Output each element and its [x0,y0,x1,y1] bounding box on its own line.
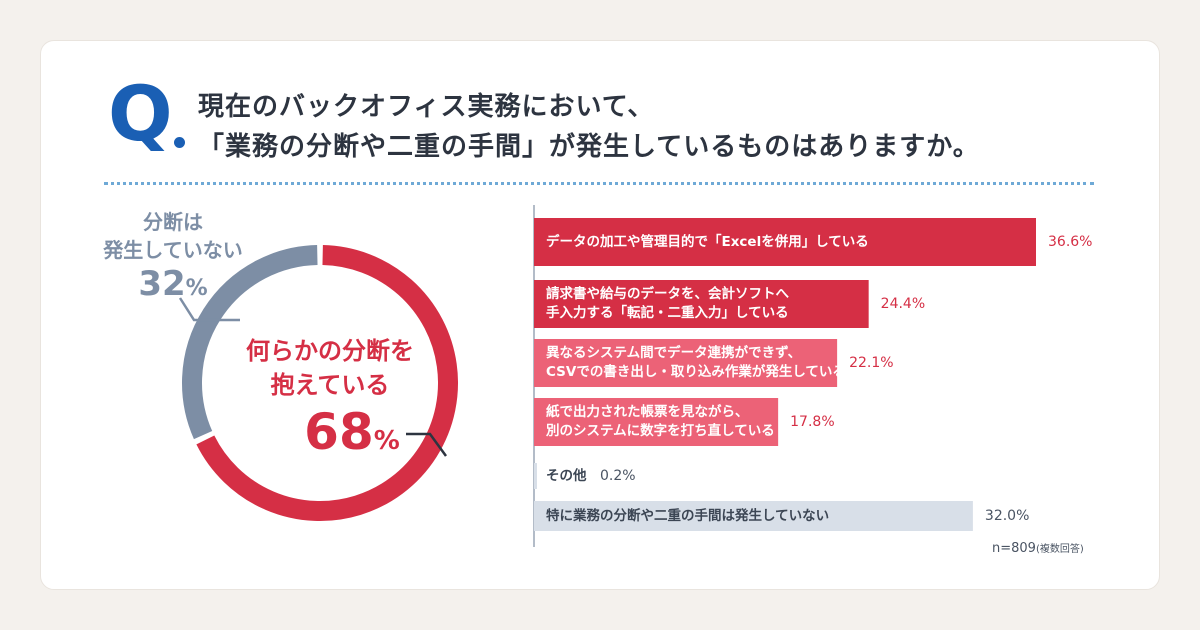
donut-label-yes-line1: 何らかの分断を [246,337,414,365]
donut-value-no-pct: % [185,276,208,301]
bar-label-4: その他 [546,467,587,486]
bar-2 [534,339,838,387]
bar-value-5: 32.0% [984,508,1030,524]
bar-chart [533,205,1036,547]
bar-label-3-line-0: 紙で出力された帳票を見ながら、 [546,404,749,420]
bar-3 [534,398,779,446]
donut-chart [178,245,458,521]
bar-value-3: 17.8% [790,414,835,430]
bar-value-1: 24.4% [880,296,926,312]
bar-label-5: 特に業務の分断や二重の手間は発生していない [546,507,829,526]
question-line2: 「業務の分断や二重の手間」が発生しているものはありますか。 [198,132,980,162]
sample-note-small: (複数回答) [1035,544,1084,555]
leader-line-no [178,297,240,322]
bar-label-3: 紙で出力された帳票を見ながら、別のシステムに数字を打ち直している [546,403,775,441]
leader-line-yes [406,432,448,457]
donut-value-yes-pct: % [373,426,400,456]
bar-label-2-line-1: CSVでの書き出し・取り込み作業が発生している [546,364,846,380]
bar-0 [534,218,1036,266]
bar-label-4-line-0: その他 [546,467,587,484]
donut-label-yes: 何らかの分断を 抱えている [230,334,430,402]
donut-value-no-number: 32 [138,264,186,304]
donut-label-no-line1: 分断は [143,210,203,234]
donut-slice-0 [196,245,458,521]
bar-value-0: 36.6% [1048,234,1093,250]
donut-slice-1 [182,245,318,440]
donut-label-no-line2: 発生していない [103,238,243,262]
bar-label-1: 請求書や給与のデータを、会計ソフトへ 手入力する「転記・二重入力」している [546,285,789,323]
dotted-divider [104,182,1094,185]
bar-value-2: 22.1% [849,355,894,371]
donut-value-no: 32% [98,264,248,309]
sample-size: n=809 [992,541,1036,556]
donut-value-yes: 68% [287,404,417,469]
bar-1 [534,280,869,328]
donut-label-no: 分断は 発生していない 32% [98,208,248,309]
donut-label-yes-line2: 抱えている [270,371,390,399]
bar-4 [534,463,537,489]
bar-label-1-line-0: 請求書や給与のデータを、会計ソフトへ [546,286,789,302]
sample-note: n=809(複数回答) [992,540,1084,556]
bar-label-0: データの加工や管理目的で「Excelを併用」している [546,233,869,252]
bar-label-3-line-1: 別のシステムに数字を打ち直している [546,423,775,439]
bar-label-0-line-0: データの加工や管理目的で「Excelを併用」している [546,233,869,250]
donut-value-yes-number: 68 [304,403,374,461]
bar-value-4: 0.2% [600,468,636,484]
bar-label-5-line-0: 特に業務の分断や二重の手間は発生していない [546,507,830,524]
question-dot [174,137,185,148]
question-line1: 現在のバックオフィス実務において、 [198,92,655,122]
bar-label-2: 異なるシステム間でデータ連携ができず、 CSVでの書き出し・取り込み作業が発生して… [546,344,846,382]
bar-label-1-line-1: 手入力する「転記・二重入力」している [546,305,789,321]
bar-5 [534,501,973,531]
bar-label-2-line-0: 異なるシステム間でデータ連携ができず、 [546,345,802,361]
question-mark: Q [108,69,173,158]
